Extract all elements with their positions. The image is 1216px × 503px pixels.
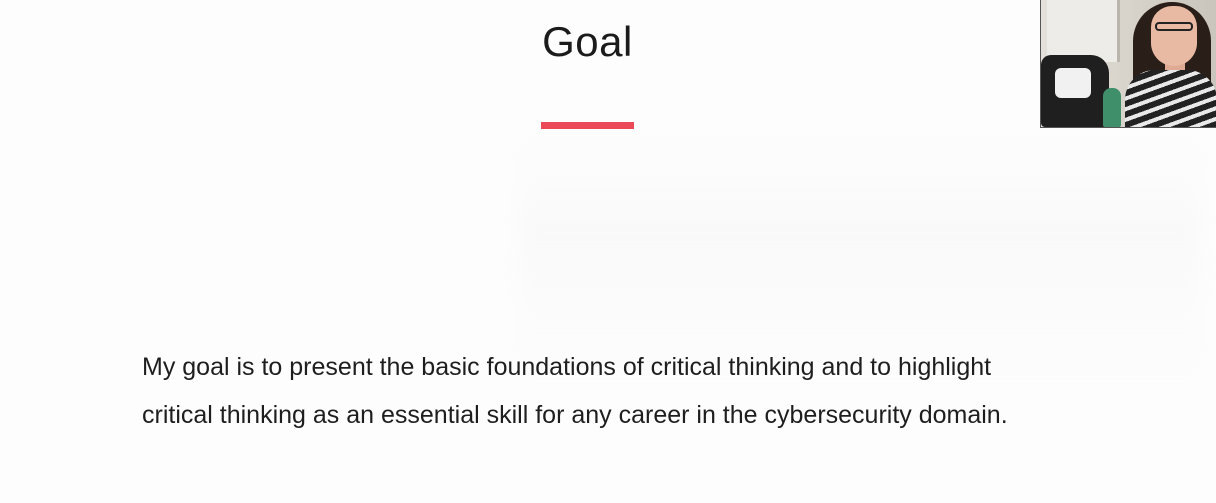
webcam-background-pillow (1055, 68, 1091, 98)
body-line-1: My goal is to present the basic foundati… (142, 353, 992, 381)
presenter-face (1151, 6, 1197, 66)
presenter-glasses (1155, 22, 1193, 31)
webcam-background-window (1047, 0, 1120, 62)
slide-title: Goal (542, 18, 633, 65)
body-line-2: critical thinking as an essential skill … (142, 401, 1008, 429)
slide-body-text: My goal is to present the basic foundati… (142, 343, 1102, 439)
webcam-background-plant (1103, 88, 1121, 127)
presenter-shirt (1125, 70, 1216, 127)
presenter-webcam-overlay (1040, 0, 1216, 128)
title-accent-bar (541, 122, 634, 129)
